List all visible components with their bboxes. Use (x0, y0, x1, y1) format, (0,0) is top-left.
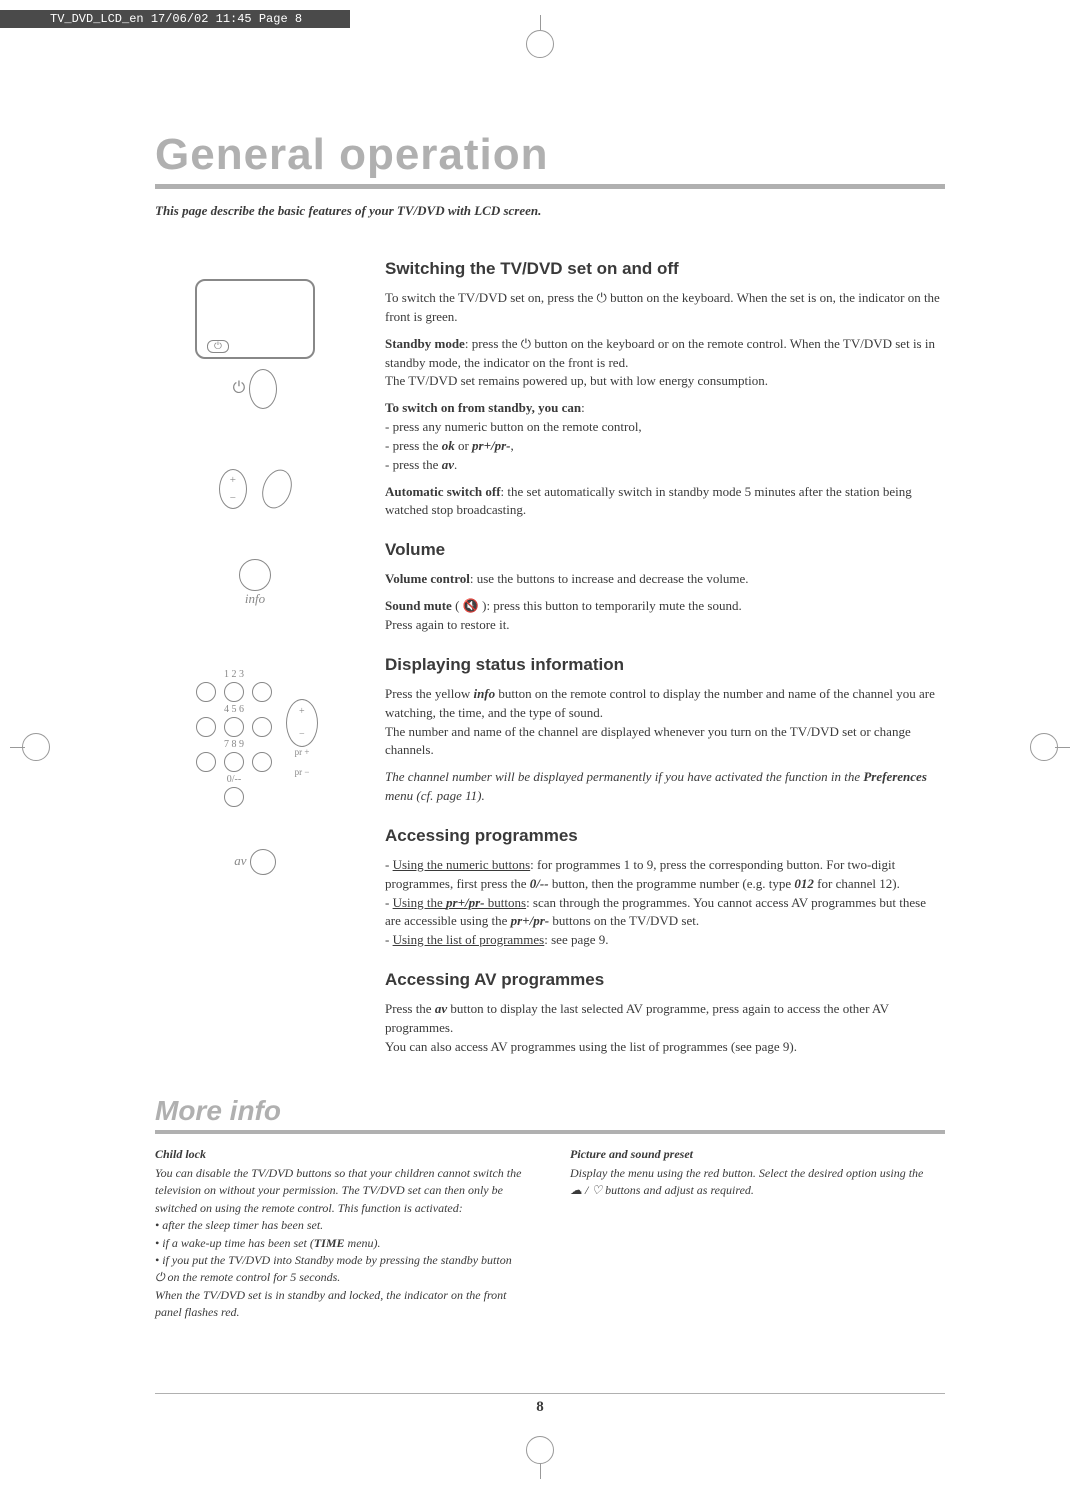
programmes-list: - Using the numeric buttons: for program… (385, 856, 945, 950)
switching-p2: Standby mode: press the ⏻ button on the … (385, 335, 945, 392)
switching-standby-list: To switch on from standby, you can: - pr… (385, 399, 945, 474)
moreinfo-columns: Child lock You can disable the TV/DVD bu… (155, 1146, 945, 1322)
av-button-diagram: av (155, 849, 355, 875)
page-content: General operation This page describe the… (155, 130, 945, 1322)
power-icon: ⏻ (521, 336, 531, 351)
status-p1: Press the yellow info button on the remo… (385, 685, 945, 760)
title-underline (155, 184, 945, 189)
page-title: General operation (155, 130, 945, 180)
power-icon: ⏻ (597, 290, 607, 305)
cloud-icon: ☁ (570, 1183, 582, 1197)
power-button-diagram: ⏻ (155, 369, 355, 409)
moreinfo-right: Picture and sound preset Display the men… (570, 1146, 945, 1322)
info-button-diagram: info (155, 559, 355, 607)
mute-icon: 🔇 (463, 598, 479, 613)
numpad-diagram: 1 2 3 4 5 6 7 8 9 0/-- +− pr +pr − (155, 667, 355, 809)
moreinfo-underline (155, 1130, 945, 1134)
crop-mark-top (510, 15, 570, 45)
child-lock-heading: Child lock (155, 1146, 530, 1163)
volume-diagram: +− (155, 469, 355, 509)
child-lock-text: You can disable the TV/DVD buttons so th… (155, 1165, 530, 1322)
crop-mark-right (1040, 717, 1070, 777)
heading-volume: Volume (385, 540, 945, 560)
switching-auto-off: Automatic switch off: the set automatica… (385, 483, 945, 521)
print-header-strip: TV_DVD_LCD_en 17/06/02 11:45 Page 8 (0, 10, 350, 28)
power-icon: ⏻ (155, 1270, 165, 1284)
heading-programmes: Accessing programmes (385, 826, 945, 846)
switching-p1: To switch the TV/DVD set on, press the ⏻… (385, 289, 945, 327)
status-note: The channel number will be displayed per… (385, 768, 945, 806)
intro-text: This page describe the basic features of… (155, 203, 945, 219)
info-label: info (245, 591, 265, 606)
volume-p2: Sound mute ( 🔇 ): press this button to t… (385, 597, 945, 635)
heading-status: Displaying status information (385, 655, 945, 675)
tv-diagram (195, 279, 315, 359)
crop-mark-left (10, 717, 40, 777)
heading-switching: Switching the TV/DVD set on and off (385, 259, 945, 279)
heading-av: Accessing AV programmes (385, 970, 945, 990)
power-icon: ⏻ (233, 380, 246, 397)
page-number: 8 (536, 1399, 544, 1416)
av-p1: Press the av button to display the last … (385, 1000, 945, 1057)
bottom-rule (155, 1393, 945, 1394)
moreinfo-left: Child lock You can disable the TV/DVD bu… (155, 1146, 530, 1322)
crop-mark-bottom (510, 1449, 570, 1479)
av-label: av (234, 853, 246, 868)
diagram-column: ⏻ +− info 1 2 3 4 5 6 7 8 9 (155, 259, 355, 1065)
preset-heading: Picture and sound preset (570, 1146, 945, 1163)
preset-text: Display the menu using the red button. S… (570, 1165, 945, 1200)
volume-p1: Volume control: use the buttons to incre… (385, 570, 945, 589)
heading-more-info: More info (155, 1095, 945, 1127)
text-column: Switching the TV/DVD set on and off To s… (385, 259, 945, 1065)
heart-icon: ♡ (591, 1183, 602, 1197)
